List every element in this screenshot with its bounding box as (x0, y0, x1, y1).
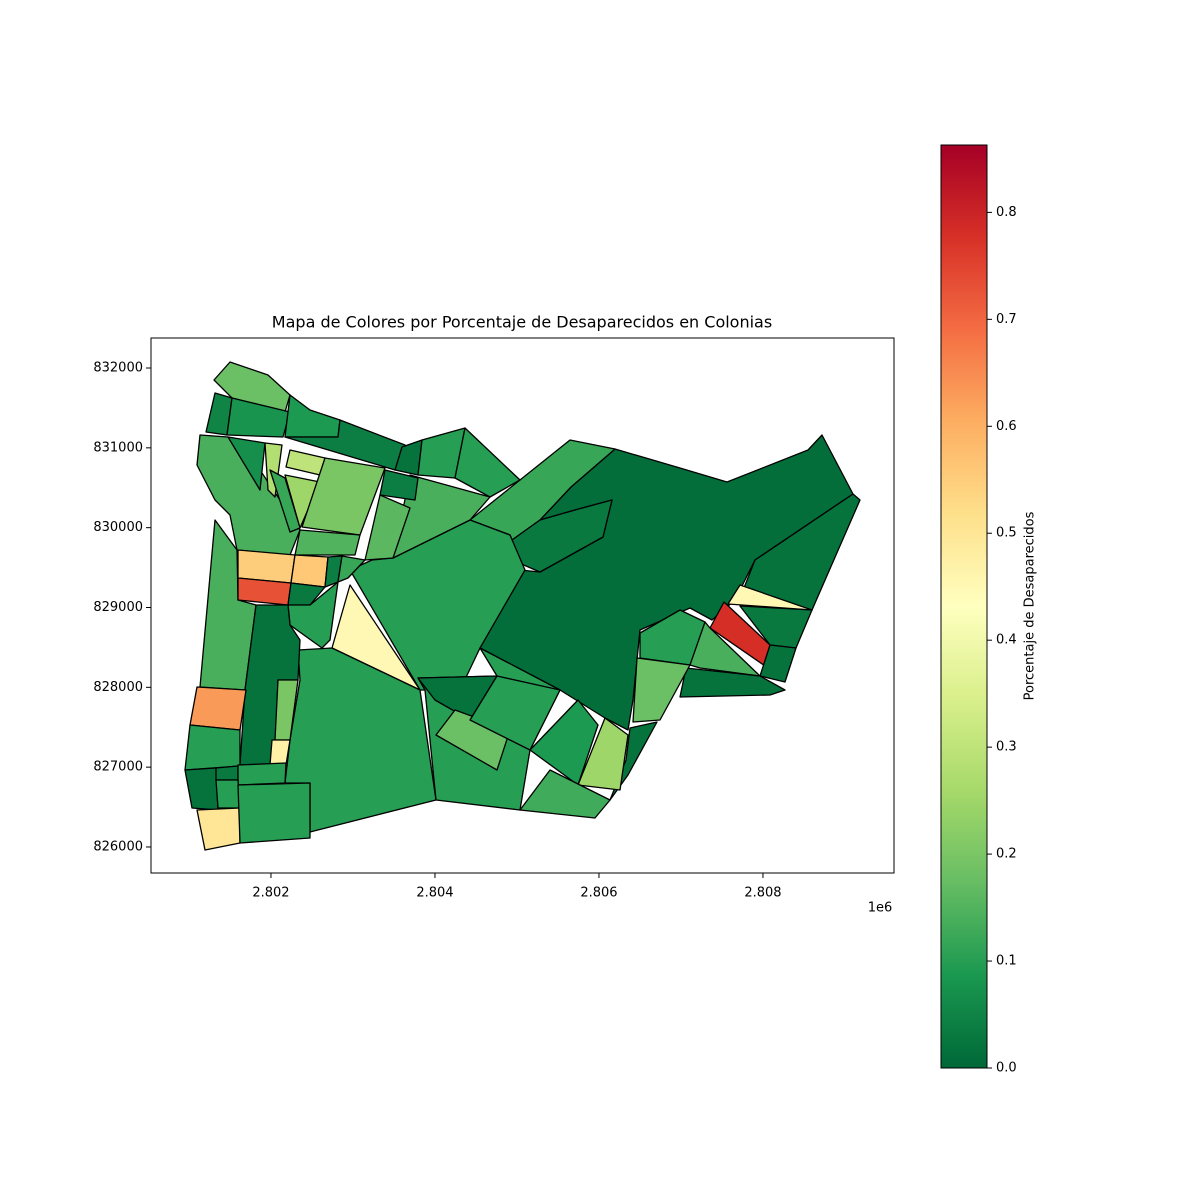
x-tick-label: 2.804 (416, 886, 453, 901)
x-tick-label: 2.806 (580, 886, 617, 901)
region (364, 494, 411, 561)
region (184, 724, 241, 771)
region (454, 427, 521, 498)
region (226, 397, 291, 438)
region (215, 765, 239, 781)
region (337, 555, 366, 583)
y-tick-label: 830000 (93, 520, 143, 535)
region (632, 657, 691, 723)
y-tick-label: 827000 (93, 760, 143, 775)
region (727, 584, 813, 611)
region (264, 442, 283, 498)
colorbar-tick-label: 0.6 (996, 419, 1017, 434)
colorbar-tick-label: 0.3 (996, 740, 1017, 755)
colorbar (940, 144, 988, 1069)
y-tick-label: 831000 (93, 440, 143, 455)
region (529, 699, 599, 786)
region (284, 419, 406, 471)
y-tick-label: 828000 (93, 680, 143, 695)
x-offset-label: 1e6 (868, 901, 893, 916)
colorbar-tick-label: 0.1 (996, 954, 1017, 969)
region (577, 717, 629, 791)
region (759, 644, 797, 683)
colorbar-tick-label: 0.7 (996, 312, 1017, 327)
region (269, 739, 291, 766)
colorbar-tick-label: 0.0 (996, 1061, 1017, 1076)
region (689, 621, 761, 677)
colorbar-tick-label: 0.8 (996, 205, 1017, 220)
region (290, 554, 329, 588)
region (294, 529, 361, 556)
colorbar-label: Porcentaje de Desaparecidos (1023, 511, 1038, 700)
region (269, 469, 301, 533)
region (215, 779, 241, 809)
region (469, 675, 561, 751)
colorbar-tick-label: 0.5 (996, 526, 1017, 541)
colorbar-tick-label: 0.4 (996, 633, 1017, 648)
region (237, 782, 311, 844)
region (237, 762, 287, 786)
region (679, 667, 786, 698)
x-tick-label: 2.808 (744, 886, 781, 901)
region (285, 449, 326, 476)
region (184, 767, 219, 811)
region (379, 469, 419, 501)
y-tick-label: 832000 (93, 361, 143, 376)
region (519, 769, 611, 819)
region (227, 436, 266, 491)
colorbar-tick-label: 0.2 (996, 847, 1017, 862)
region (189, 686, 247, 731)
region (237, 577, 292, 606)
chart-title: Mapa de Colores por Porcentaje de Desapa… (272, 313, 772, 332)
map (184, 361, 861, 851)
region (237, 549, 296, 584)
region (284, 647, 437, 833)
region (196, 807, 241, 851)
axes-frame (150, 337, 895, 874)
x-tick-label: 2.802 (252, 886, 289, 901)
y-tick-label: 829000 (93, 600, 143, 615)
region (284, 394, 341, 438)
y-tick-label: 826000 (93, 839, 143, 854)
